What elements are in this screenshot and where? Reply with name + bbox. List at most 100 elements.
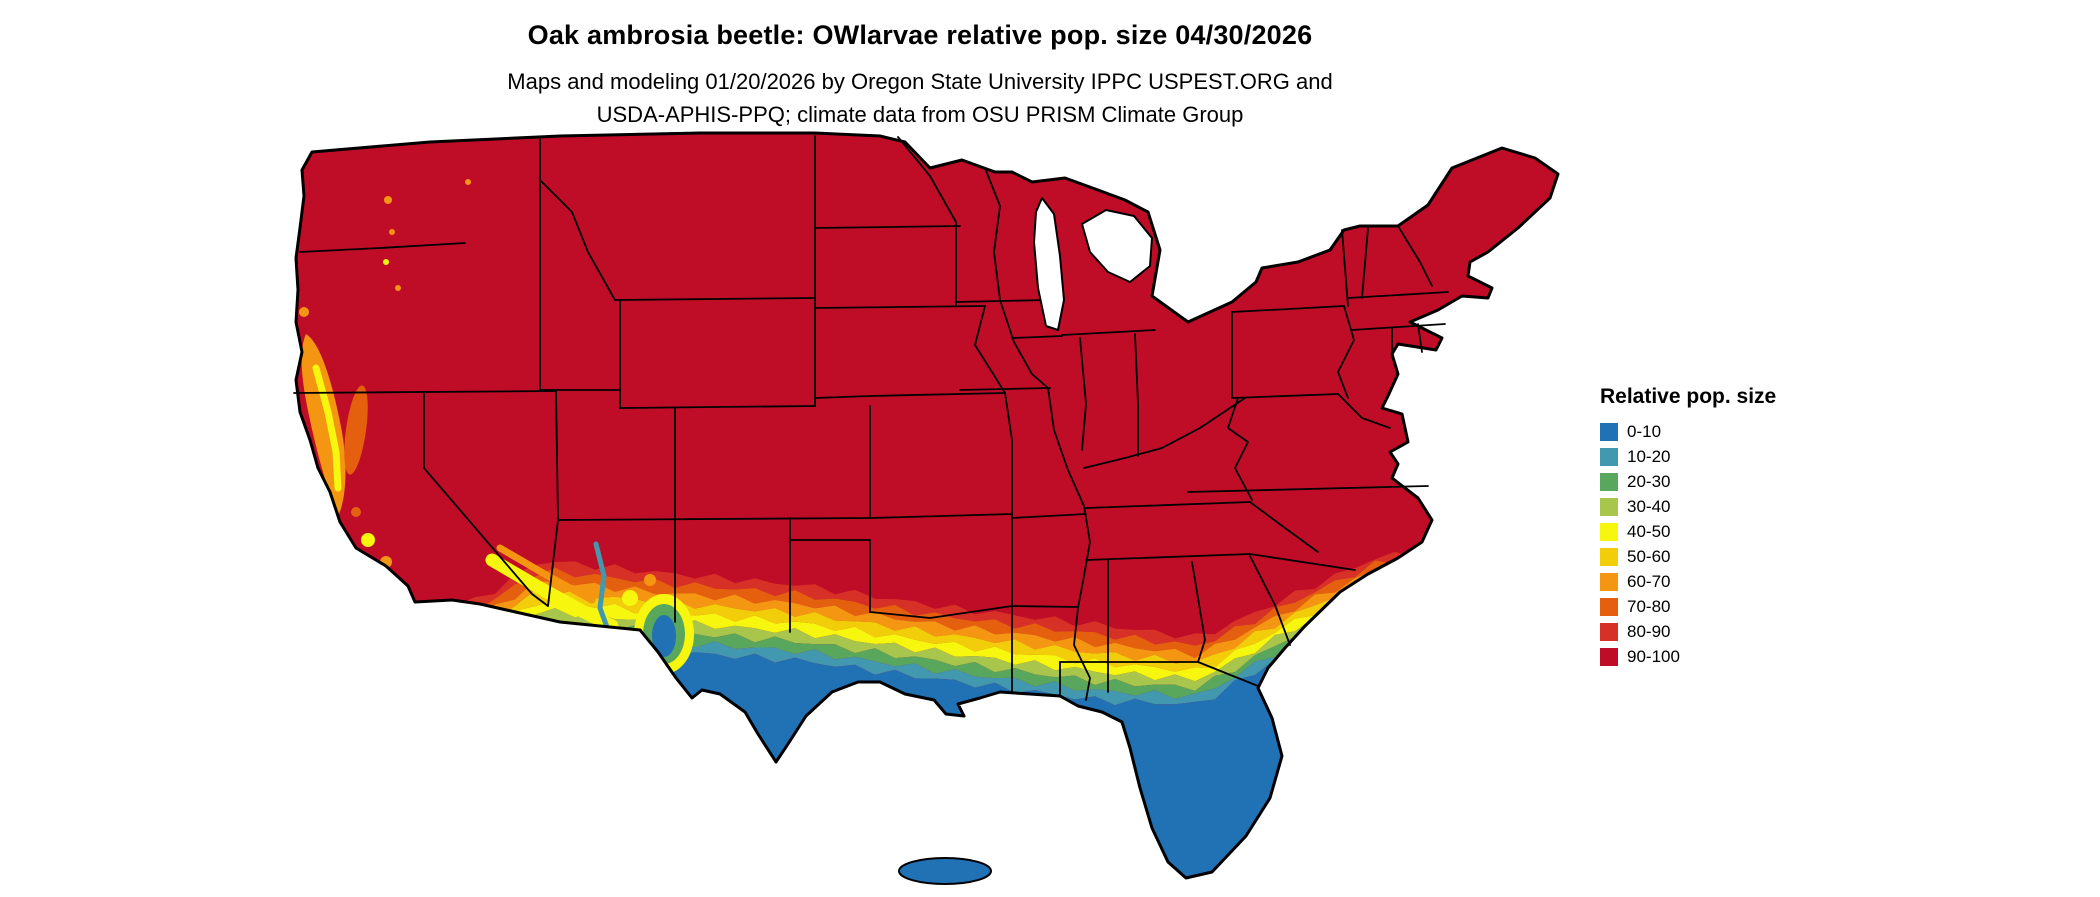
legend-swatch <box>1600 597 1618 616</box>
state-border-line <box>984 167 1091 701</box>
state-border-line <box>1231 305 1345 313</box>
south-map-blue-blob <box>898 857 992 885</box>
state-border-line <box>814 225 961 229</box>
band-80-90 <box>395 548 1435 646</box>
state-border-line <box>1361 227 1369 299</box>
legend-swatch <box>1600 497 1618 516</box>
state-border-line <box>293 390 557 394</box>
state-border-line <box>869 513 1013 519</box>
legend-row: 40-50 <box>1600 519 1860 544</box>
state-border-line <box>974 305 1006 394</box>
state-border-line <box>1227 397 1253 501</box>
legend-row: 60-70 <box>1600 569 1860 594</box>
state-border-line <box>1011 335 1063 339</box>
state-border-line <box>1079 337 1087 451</box>
wa-cascade-speck-1 <box>384 196 392 204</box>
socal-speck-2 <box>361 533 375 547</box>
ne-wa-speck <box>465 179 471 185</box>
state-border-line <box>1004 392 1013 515</box>
state-border-line <box>1249 553 1356 571</box>
state-border-line <box>897 136 957 223</box>
legend-title: Relative pop. size <box>1600 385 1777 408</box>
state-border-line <box>1191 561 1206 663</box>
state-border-line <box>614 297 816 301</box>
legend-label: 10-20 <box>1627 446 1671 466</box>
legend-label: 50-60 <box>1627 546 1671 566</box>
wa-cascade-speck-4 <box>395 285 401 291</box>
state-border-line <box>547 519 559 607</box>
legend-row: 90-100 <box>1600 644 1860 669</box>
legend-row: 10-20 <box>1600 444 1860 469</box>
legend-row: 0-10 <box>1600 419 1860 444</box>
state-border-line <box>814 395 871 399</box>
state-border-line <box>1085 553 1251 561</box>
legend-label: 40-50 <box>1627 521 1671 541</box>
nm-orange-speck <box>644 574 656 586</box>
figure-subtitle-line2: USDA-APHIS-PPQ; climate data from OSU PR… <box>596 102 1244 127</box>
state-border-line <box>1231 393 1339 399</box>
legend: Relative pop. size 0-10 10-20 20-30 30-40 40… <box>1600 385 1860 669</box>
legend-label: 80-90 <box>1627 621 1671 641</box>
legend-row: 30-40 <box>1600 494 1860 519</box>
legend-swatch <box>1600 547 1618 566</box>
nm-yellow-speck <box>622 590 638 606</box>
legend-swatch <box>1600 522 1618 541</box>
figure-subtitle-line1: Maps and modeling 01/20/2026 by Oregon S… <box>507 69 1333 94</box>
state-border-line <box>1249 555 1291 646</box>
state-border-line <box>1085 501 1251 509</box>
legend-swatch <box>1600 422 1618 441</box>
az-nm-teal-streak <box>593 541 611 633</box>
great-lakes <box>1033 197 1153 331</box>
state-border-line <box>869 392 1006 397</box>
state-border-line <box>1083 397 1246 469</box>
state-border-line <box>1197 661 1259 687</box>
legend-swatch <box>1600 447 1618 466</box>
state-borders <box>293 135 1449 701</box>
state-border-line <box>1134 333 1139 457</box>
state-border-line <box>1351 323 1446 331</box>
map-base-fill <box>296 133 1558 878</box>
state-border-line <box>1337 393 1391 429</box>
legend-row: 20-30 <box>1600 469 1860 494</box>
legend-label: 20-30 <box>1627 471 1671 491</box>
arizona-orange-stripe <box>496 544 596 604</box>
state-border-line <box>1337 305 1355 399</box>
state-border-line <box>869 605 1013 619</box>
legend-swatch <box>1600 647 1618 666</box>
legend-label: 70-80 <box>1627 596 1671 616</box>
legend-swatch <box>1600 572 1618 591</box>
state-border-line <box>1249 501 1319 553</box>
state-border-line <box>1341 229 1349 307</box>
figure-header: Oak ambrosia beetle: OWlarvae relative p… <box>0 0 1840 131</box>
lake-michigan <box>1033 197 1065 331</box>
bigbend-blue-core <box>652 615 676 657</box>
socal-speck-1 <box>351 507 361 517</box>
legend-row: 70-80 <box>1600 594 1860 619</box>
sierra-dark-orange <box>344 385 368 475</box>
state-border-line <box>423 391 549 607</box>
legend-row: 50-60 <box>1600 544 1860 569</box>
legend-label: 30-40 <box>1627 496 1671 516</box>
state-border-line <box>539 179 616 301</box>
state-border-line <box>1397 225 1433 287</box>
state-border-line <box>1011 605 1079 608</box>
legend-label: 60-70 <box>1627 571 1671 591</box>
figure-subtitle: Maps and modeling 01/20/2026 by Oregon S… <box>0 65 1840 131</box>
legend-label: 90-100 <box>1627 646 1680 666</box>
state-border-line <box>619 405 816 409</box>
legend-swatch <box>1600 622 1618 641</box>
north-ca-speck <box>299 307 309 317</box>
state-border-line <box>959 387 1051 391</box>
state-border-line <box>1347 291 1449 299</box>
figure-title: Oak ambrosia beetle: OWlarvae relative p… <box>527 20 1313 50</box>
california-valley-yellow <box>312 364 342 492</box>
legend-label: 0-10 <box>1627 421 1662 441</box>
state-border-line <box>557 517 871 521</box>
state-border-line <box>555 390 559 521</box>
state-border-line <box>1061 329 1156 336</box>
wa-cascade-speck-3 <box>383 259 389 265</box>
lake-huron <box>1081 209 1153 283</box>
wa-cascade-speck-2 <box>389 229 395 235</box>
